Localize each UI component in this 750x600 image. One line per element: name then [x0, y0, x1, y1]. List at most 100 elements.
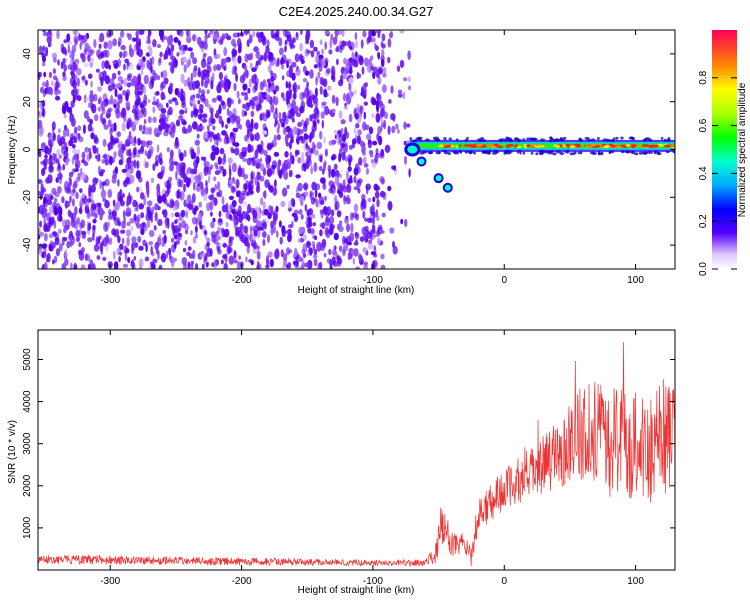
- spectrogram-speckle: [352, 212, 358, 219]
- signal-band-edge: [487, 151, 491, 155]
- spectrogram-speckle: [213, 146, 220, 156]
- spectrogram-speckle: [161, 113, 166, 122]
- spectrogram-speckle: [48, 233, 54, 239]
- spectrogram-speckle: [42, 62, 46, 67]
- spectrogram-speckle: [158, 30, 164, 38]
- spectrogram-speckle: [387, 56, 391, 64]
- spectrogram-speckle: [214, 112, 220, 119]
- spectrogram-speckle: [83, 63, 89, 67]
- spectrogram-speckle: [139, 146, 145, 155]
- signal-band-core: [562, 144, 566, 147]
- spectrogram-speckle: [77, 88, 80, 93]
- spectrogram-speckle: [190, 151, 197, 160]
- spectrogram-speckle: [42, 45, 46, 51]
- spectrogram-speckle: [87, 263, 91, 269]
- spectrogram-speckle: [165, 190, 169, 198]
- spectrogram-speckle: [220, 259, 224, 265]
- spectrogram-speckle: [215, 235, 221, 241]
- spectrogram-speckle: [281, 187, 288, 197]
- spectrogram-speckle: [285, 125, 291, 133]
- spectrogram-speckle: [172, 225, 176, 235]
- spectrogram-speckle: [273, 151, 280, 157]
- spectrogram-speckle: [173, 161, 179, 166]
- spectrogram-speckle: [218, 71, 223, 80]
- spectrogram-speckle: [196, 93, 201, 99]
- spectrogram-speckle: [381, 33, 386, 42]
- spectrogram-speckle: [166, 147, 170, 153]
- snr-xtick-label: -100: [363, 576, 383, 587]
- spectrogram-speckle: [338, 45, 343, 54]
- signal-band-core: [655, 144, 659, 148]
- spectrogram-speckle: [61, 236, 65, 246]
- spectrogram-speckle: [55, 158, 60, 164]
- spectrogram-speckle: [59, 174, 62, 185]
- signal-band-edge: [630, 136, 633, 140]
- spectrogram-speckle: [51, 241, 56, 249]
- colorbar-tick-label: 0.0: [698, 262, 709, 276]
- spectrogram-speckle: [210, 211, 213, 217]
- spectrogram-speckle: [188, 81, 194, 91]
- spectrogram-speckle: [285, 247, 291, 256]
- spectrogram-speckle: [148, 209, 151, 216]
- spectrogram-speckle: [52, 132, 56, 142]
- spectrogram-speckle: [58, 154, 63, 160]
- spectrogram-speckle: [77, 172, 81, 179]
- spectrogram-speckle: [58, 89, 61, 95]
- spectrogram-speckle: [158, 264, 163, 269]
- spectrogram-speckle: [49, 205, 54, 215]
- spectrogram-speckle: [46, 254, 50, 260]
- spectrogram-speckle: [290, 44, 296, 49]
- spectrogram-speckle: [328, 49, 333, 55]
- spectrogram-speckle: [242, 157, 248, 162]
- spectrogram-speckle: [117, 95, 123, 104]
- spectrogram-speckle: [280, 250, 285, 255]
- spectrogram-speckle: [253, 95, 259, 102]
- spectrogram-speckle: [253, 133, 257, 141]
- spectrogram-speckle: [110, 142, 114, 150]
- spectrogram-speckle: [146, 153, 152, 159]
- spectrogram-speckle: [48, 216, 52, 226]
- spectrogram-speckle: [381, 48, 385, 58]
- spectrogram-speckle: [228, 213, 233, 221]
- spectrogram-speckle: [254, 63, 259, 70]
- spectrogram-speckle: [145, 140, 150, 148]
- signal-band-edge: [535, 152, 539, 156]
- spectrogram-speckle: [263, 149, 268, 156]
- spectrogram-speckle: [224, 124, 229, 129]
- spectrogram-speckle: [92, 93, 98, 102]
- spectrogram-speckle: [90, 80, 93, 88]
- spectrogram-speckle: [367, 217, 373, 223]
- spectrogram-xtick-label: -100: [363, 275, 383, 286]
- spectrogram-speckle: [219, 79, 225, 88]
- spectrogram-speckle: [54, 237, 60, 246]
- spectrogram-speckle: [98, 37, 102, 42]
- spectrogram-speckle: [373, 66, 378, 75]
- spectrogram-speckle: [55, 177, 59, 184]
- signal-band-edge: [419, 151, 425, 155]
- spectrogram-speckle: [379, 229, 385, 234]
- spectrogram-speckle: [217, 218, 223, 226]
- signal-band-core: [439, 144, 444, 148]
- spectrogram-speckle: [228, 236, 232, 244]
- spectrogram-speckle: [143, 74, 149, 85]
- spectrogram-speckle: [269, 185, 274, 193]
- spectrogram-speckle: [137, 58, 144, 66]
- spectrogram-speckle: [72, 30, 78, 36]
- spectrogram-speckle: [43, 217, 46, 226]
- spectrogram-speckle: [121, 122, 126, 132]
- spectrogram-speckle: [251, 239, 254, 247]
- spectrogram-speckle: [227, 80, 231, 90]
- signal-band-core: [614, 145, 622, 149]
- spectrogram-speckle: [262, 79, 267, 88]
- spectrogram-speckle: [157, 44, 161, 49]
- spectrogram-speckle: [122, 263, 129, 268]
- spectrogram-speckle: [299, 195, 305, 206]
- snr-y-ticks: 1000 2000 3000 4000 5000: [22, 348, 675, 539]
- spectrogram-speckle: [138, 203, 144, 210]
- spectrogram-speckle: [238, 98, 241, 105]
- spectrogram-speckle: [56, 202, 60, 209]
- spectrogram-y-axis-label: Frequency (Hz): [7, 116, 18, 185]
- spectrogram-speckle: [258, 91, 262, 97]
- signal-band-edge: [453, 151, 460, 155]
- spectrogram-speckle: [382, 66, 387, 74]
